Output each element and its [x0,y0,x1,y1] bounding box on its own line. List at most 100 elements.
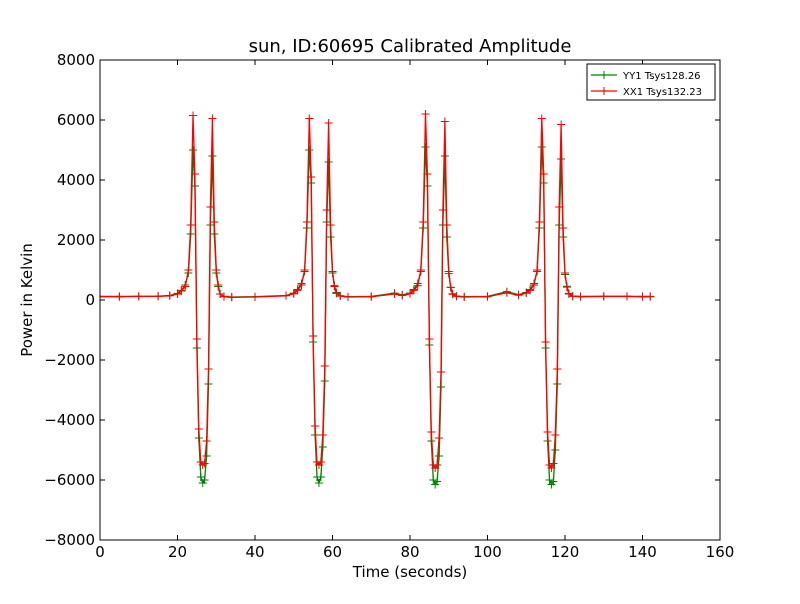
data-point-marker [251,293,259,301]
data-point-marker [344,293,352,301]
data-point-marker [305,114,314,123]
data-point-marker [220,292,228,301]
data-point-marker [526,286,535,295]
data-point-marker [200,459,209,468]
data-point-marker [502,288,511,297]
data-point-marker [134,292,143,301]
y-axis-label: Power in Kelvin [18,243,36,357]
data-point-marker [576,292,585,301]
data-point-marker [646,292,655,301]
data-point-marker [551,446,560,454]
x-tick-label: 20 [168,543,187,561]
legend-label: YY1 Tsys128.26 [622,71,701,82]
data-point-marker [192,335,201,343]
data-point-marker [435,434,444,442]
data-point-marker [177,287,186,295]
data-point-marker [561,269,569,277]
data-point-marker [623,292,631,301]
data-point-marker [444,267,453,276]
data-point-marker [208,114,217,123]
data-point-marker [419,218,428,226]
data-point-marker [316,473,325,481]
data-point-marker [406,289,414,298]
data-point-marker [549,459,558,468]
data-point-marker [318,443,327,451]
data-point-marker [227,293,236,302]
data-point-marker [324,158,333,166]
data-point-marker [202,452,211,460]
data-point-marker [297,281,306,289]
x-tick-label: 100 [473,543,502,561]
data-point-marker [210,218,219,226]
data-point-marker [311,422,320,430]
data-point-marker [186,221,195,229]
y-tick-label: −6000 [44,471,95,489]
data-point-marker [537,114,546,123]
x-tick-label: 0 [95,543,105,561]
data-point-marker [535,218,544,226]
data-point-marker [425,335,434,343]
data-point-marker [189,146,197,154]
data-point-marker [547,464,556,472]
data-point-marker [483,292,492,301]
data-point-marker [330,282,339,291]
data-point-marker [289,289,298,298]
data-point-marker [208,152,217,160]
data-point-marker [549,477,558,486]
data-point-marker [562,283,571,292]
data-point-marker [448,290,457,299]
y-tick-label: −4000 [44,411,95,429]
data-point-marker [282,291,290,300]
data-point-marker [413,281,422,290]
data-point-marker [442,221,451,229]
data-point-marker [302,218,311,226]
data-point-marker [514,291,523,300]
data-point-marker [438,206,447,214]
y-tick-label: 4000 [57,171,95,189]
data-point-marker [316,458,325,466]
y-tick-label: 8000 [57,51,95,69]
data-point-marker [214,281,223,289]
legend-marker-swatch [600,71,608,79]
x-tick-label: 40 [245,543,264,561]
data-point-marker [553,365,562,373]
data-point-marker [427,428,436,436]
data-point-marker [421,110,430,118]
data-point-marker [433,477,442,486]
data-point-marker [322,206,331,214]
data-point-marker [154,292,163,301]
data-point-marker [460,293,469,301]
x-tick-label: 160 [706,543,735,561]
data-point-marker [198,461,207,469]
data-point-marker [433,461,442,469]
data-point-marker [390,290,399,298]
data-point-marker [307,173,316,181]
data-point-marker [416,266,425,274]
data-point-marker [367,292,376,301]
legend-marker-swatch [600,87,608,95]
data-point-marker [568,292,577,301]
x-tick-label: 120 [551,543,580,561]
y-tick-label: 0 [85,291,95,309]
y-tick-label: −8000 [44,531,95,549]
data-point-marker [320,362,329,370]
data-point-marker [557,120,566,129]
data-point-marker [638,292,647,301]
y-tick-label: −2000 [44,351,95,369]
data-point-marker [184,266,193,274]
x-tick-label: 80 [400,543,419,561]
data-point-marker [200,476,209,484]
data-point-marker [539,170,548,178]
y-tick-label: 6000 [57,111,95,129]
data-point-marker [204,365,213,373]
legend: YY1 Tsys128.26 XX1 Tsys132.23 [586,63,716,101]
data-point-marker [314,479,323,487]
data-point-marker [599,292,608,301]
data-point-marker [429,476,438,484]
data-point-marker [181,282,190,291]
data-point-marker [318,431,327,439]
series-xx1 [100,110,655,472]
x-tick-label: 60 [323,543,342,561]
data-point-marker [440,117,449,126]
